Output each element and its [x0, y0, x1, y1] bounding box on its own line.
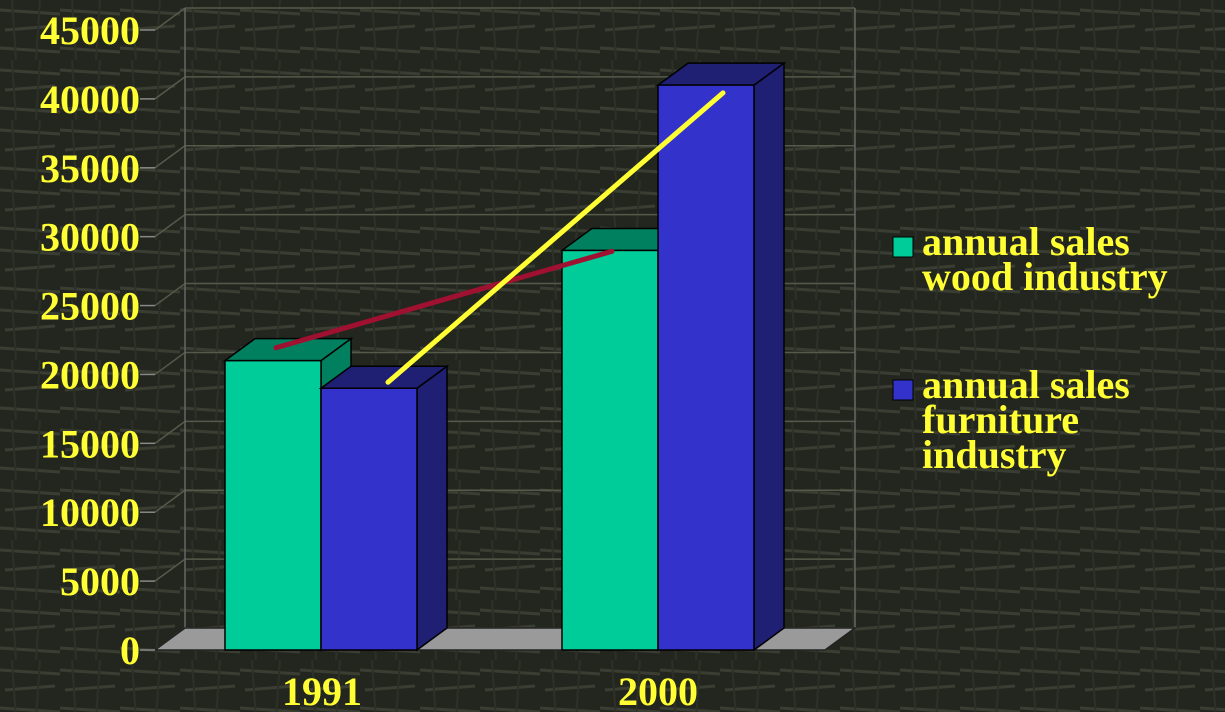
y-axis: 0 5000 10000 15000 20000 25000 30000 35000 40000…: [40, 8, 155, 673]
legend-label: industry: [922, 432, 1067, 477]
x-tick-label-2000: 2000: [618, 669, 698, 712]
trend-line-furniture: [385, 90, 726, 385]
gridline-side: [154, 558, 186, 582]
gridline-side: [154, 214, 186, 238]
gridline-side: [154, 76, 186, 100]
x-axis: 1991 2000: [282, 669, 698, 712]
gridline-side: [154, 351, 186, 376]
y-tick-label: 10000: [40, 490, 140, 535]
legend-label: wood industry: [922, 254, 1168, 299]
bar-front: [224, 359, 322, 651]
y-tick-label: 20000: [40, 352, 140, 397]
legend-swatch: [892, 379, 914, 401]
trend-lines: [273, 90, 726, 385]
y-tick-label: 15000: [40, 421, 140, 466]
bar-furniture-2000: [655, 61, 787, 652]
y-tick-label: 45000: [40, 8, 140, 53]
y-tick-label: 25000: [40, 284, 140, 329]
bar-side: [753, 61, 785, 652]
gridline-side: [154, 420, 186, 444]
gridline-side: [154, 145, 186, 169]
gridline-side: [154, 282, 186, 307]
y-tick-label: 35000: [40, 146, 140, 191]
bar-front: [320, 387, 418, 651]
trend-line-wood: [273, 248, 615, 351]
bar-side: [416, 364, 448, 652]
legend-label: furniture: [922, 397, 1079, 442]
y-tick-label: 40000: [40, 77, 140, 122]
legend-swatch: [892, 236, 914, 258]
gridline-side: [154, 489, 186, 513]
y-tick-label: 5000: [60, 559, 140, 604]
bar-front: [561, 249, 659, 651]
legend-label: annual sales: [922, 219, 1130, 264]
y-tick-label: 0: [120, 628, 140, 673]
legend-label: annual sales: [922, 362, 1130, 407]
x-tick-label-1991: 1991: [282, 669, 362, 712]
gridline-side: [154, 7, 186, 31]
y-tick-label: 30000: [40, 215, 140, 260]
bar-front: [657, 84, 755, 651]
bars: [222, 61, 787, 652]
bar-furniture-1991: [318, 364, 450, 652]
